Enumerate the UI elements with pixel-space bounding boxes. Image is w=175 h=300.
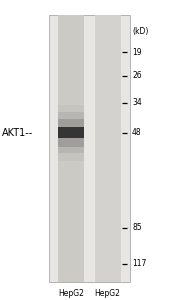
Text: 26: 26 xyxy=(132,71,142,80)
Text: (kD): (kD) xyxy=(132,27,149,36)
FancyBboxPatch shape xyxy=(58,127,84,138)
FancyBboxPatch shape xyxy=(58,112,84,153)
Text: 48: 48 xyxy=(132,128,142,137)
FancyBboxPatch shape xyxy=(58,15,84,281)
FancyBboxPatch shape xyxy=(58,118,84,147)
Text: 34: 34 xyxy=(132,98,142,107)
Text: 85: 85 xyxy=(132,224,142,232)
Text: HepG2: HepG2 xyxy=(95,289,121,298)
FancyBboxPatch shape xyxy=(94,15,121,281)
FancyBboxPatch shape xyxy=(49,15,130,281)
Text: HepG2: HepG2 xyxy=(58,289,84,298)
Text: 19: 19 xyxy=(132,48,142,57)
Text: 117: 117 xyxy=(132,259,146,268)
Text: AKT1--: AKT1-- xyxy=(2,128,33,138)
